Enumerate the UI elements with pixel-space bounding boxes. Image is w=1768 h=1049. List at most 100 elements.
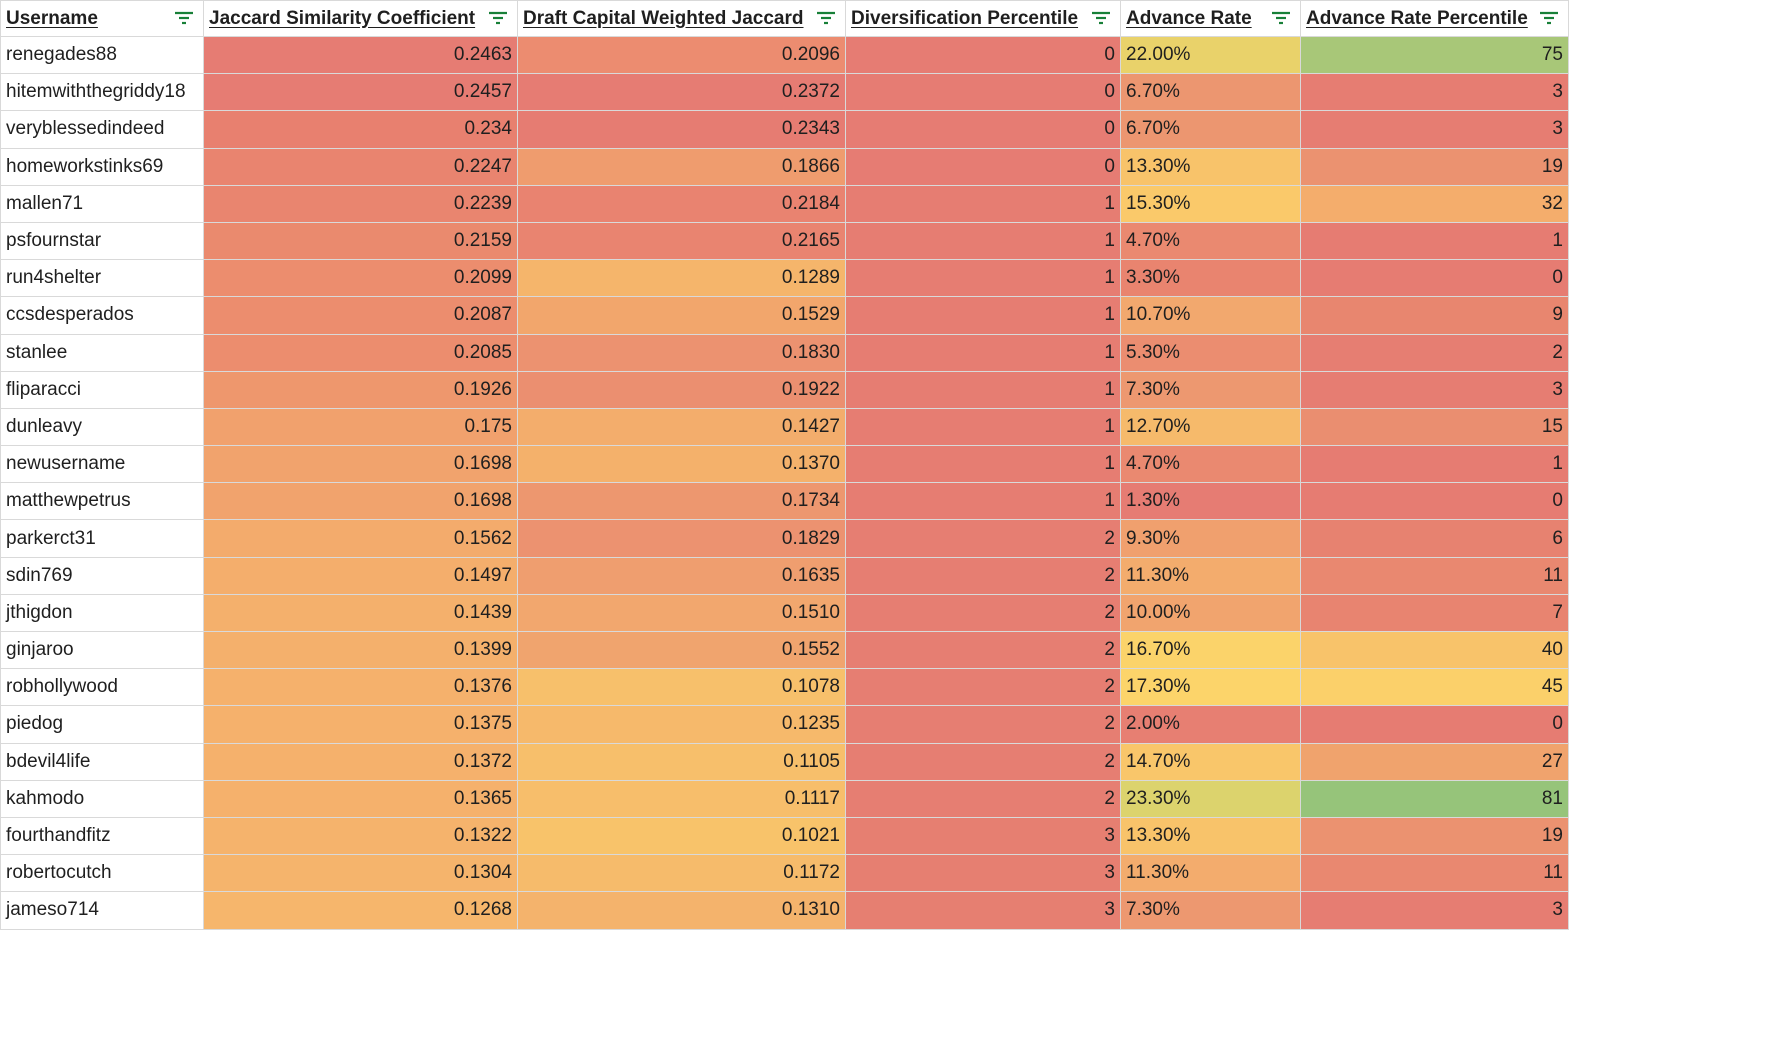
jaccard-cell[interactable]: 0.2159	[203, 221, 518, 261]
advance-rate-percentile-cell[interactable]: 0	[1300, 482, 1569, 521]
filter-icon[interactable]	[1270, 9, 1292, 27]
advance-rate-cell[interactable]: 22.00%	[1120, 35, 1301, 75]
filter-icon[interactable]	[487, 9, 509, 27]
diversification-percentile-cell[interactable]: 1	[845, 445, 1121, 484]
username-cell[interactable]: psfournstar	[0, 221, 204, 261]
username-cell[interactable]: sdin769	[0, 556, 204, 595]
diversification-percentile-cell[interactable]: 0	[845, 110, 1121, 149]
username-cell[interactable]: robertocutch	[0, 854, 204, 893]
username-cell[interactable]: kahmodo	[0, 779, 204, 818]
filter-icon[interactable]	[1090, 9, 1112, 27]
username-cell[interactable]: dunleavy	[0, 407, 204, 447]
diversification-percentile-cell[interactable]: 2	[845, 556, 1121, 595]
advance-rate-cell[interactable]: 23.30%	[1120, 779, 1301, 818]
jaccard-cell[interactable]: 0.2247	[203, 147, 518, 186]
advance-rate-percentile-cell[interactable]: 3	[1300, 110, 1569, 149]
diversification-percentile-cell[interactable]: 2	[845, 593, 1121, 633]
advance-rate-cell[interactable]: 6.70%	[1120, 73, 1301, 112]
username-cell[interactable]: renegades88	[0, 35, 204, 75]
advance-rate-percentile-cell[interactable]: 75	[1300, 35, 1569, 75]
advance-rate-cell[interactable]: 7.30%	[1120, 370, 1301, 409]
advance-rate-percentile-cell[interactable]: 11	[1300, 854, 1569, 893]
weighted-jaccard-cell[interactable]: 0.1021	[517, 816, 846, 856]
username-cell[interactable]: matthewpetrus	[0, 482, 204, 521]
weighted-jaccard-cell[interactable]: 0.1078	[517, 668, 846, 707]
advance-rate-percentile-cell[interactable]: 40	[1300, 630, 1569, 670]
weighted-jaccard-cell[interactable]: 0.2165	[517, 221, 846, 261]
weighted-jaccard-cell[interactable]: 0.1552	[517, 630, 846, 670]
username-cell[interactable]: bdevil4life	[0, 742, 204, 781]
jaccard-cell[interactable]: 0.1926	[203, 370, 518, 409]
diversification-percentile-cell[interactable]: 2	[845, 779, 1121, 818]
username-cell[interactable]: veryblessedindeed	[0, 110, 204, 149]
diversification-percentile-cell[interactable]: 1	[845, 259, 1121, 298]
diversification-percentile-cell[interactable]: 1	[845, 296, 1121, 335]
filter-icon[interactable]	[173, 9, 195, 27]
advance-rate-cell[interactable]: 4.70%	[1120, 221, 1301, 261]
header-draft-capital-weighted-jaccard[interactable]: Draft Capital Weighted Jaccard	[517, 0, 846, 37]
advance-rate-cell[interactable]: 17.30%	[1120, 668, 1301, 707]
advance-rate-cell[interactable]: 11.30%	[1120, 854, 1301, 893]
jaccard-cell[interactable]: 0.1439	[203, 593, 518, 633]
username-cell[interactable]: robhollywood	[0, 668, 204, 707]
jaccard-cell[interactable]: 0.175	[203, 407, 518, 447]
jaccard-cell[interactable]: 0.1497	[203, 556, 518, 595]
jaccard-cell[interactable]: 0.1372	[203, 742, 518, 781]
diversification-percentile-cell[interactable]: 0	[845, 35, 1121, 75]
filter-icon[interactable]	[1538, 9, 1560, 27]
advance-rate-cell[interactable]: 12.70%	[1120, 407, 1301, 447]
advance-rate-percentile-cell[interactable]: 9	[1300, 296, 1569, 335]
weighted-jaccard-cell[interactable]: 0.1734	[517, 482, 846, 521]
weighted-jaccard-cell[interactable]: 0.1922	[517, 370, 846, 409]
jaccard-cell[interactable]: 0.1375	[203, 705, 518, 744]
advance-rate-percentile-cell[interactable]: 2	[1300, 333, 1569, 372]
jaccard-cell[interactable]: 0.2099	[203, 259, 518, 298]
advance-rate-cell[interactable]: 11.30%	[1120, 556, 1301, 595]
username-cell[interactable]: piedog	[0, 705, 204, 744]
advance-rate-cell[interactable]: 7.30%	[1120, 891, 1301, 930]
username-cell[interactable]: homeworkstinks69	[0, 147, 204, 186]
jaccard-cell[interactable]: 0.2457	[203, 73, 518, 112]
diversification-percentile-cell[interactable]: 3	[845, 891, 1121, 930]
jaccard-cell[interactable]: 0.2239	[203, 184, 518, 223]
diversification-percentile-cell[interactable]: 1	[845, 482, 1121, 521]
weighted-jaccard-cell[interactable]: 0.1289	[517, 259, 846, 298]
username-cell[interactable]: mallen71	[0, 184, 204, 223]
weighted-jaccard-cell[interactable]: 0.1829	[517, 519, 846, 558]
username-cell[interactable]: parkerct31	[0, 519, 204, 558]
diversification-percentile-cell[interactable]: 1	[845, 333, 1121, 372]
weighted-jaccard-cell[interactable]: 0.2096	[517, 35, 846, 75]
advance-rate-percentile-cell[interactable]: 3	[1300, 370, 1569, 409]
advance-rate-percentile-cell[interactable]: 3	[1300, 891, 1569, 930]
diversification-percentile-cell[interactable]: 1	[845, 184, 1121, 223]
advance-rate-cell[interactable]: 2.00%	[1120, 705, 1301, 744]
header-username[interactable]: Username	[0, 0, 204, 37]
jaccard-cell[interactable]: 0.2087	[203, 296, 518, 335]
weighted-jaccard-cell[interactable]: 0.1370	[517, 445, 846, 484]
advance-rate-cell[interactable]: 1.30%	[1120, 482, 1301, 521]
username-cell[interactable]: jthigdon	[0, 593, 204, 633]
diversification-percentile-cell[interactable]: 2	[845, 630, 1121, 670]
advance-rate-cell[interactable]: 3.30%	[1120, 259, 1301, 298]
diversification-percentile-cell[interactable]: 3	[845, 816, 1121, 856]
jaccard-cell[interactable]: 0.1562	[203, 519, 518, 558]
weighted-jaccard-cell[interactable]: 0.1117	[517, 779, 846, 818]
diversification-percentile-cell[interactable]: 1	[845, 407, 1121, 447]
advance-rate-percentile-cell[interactable]: 81	[1300, 779, 1569, 818]
advance-rate-percentile-cell[interactable]: 7	[1300, 593, 1569, 633]
advance-rate-cell[interactable]: 10.70%	[1120, 296, 1301, 335]
jaccard-cell[interactable]: 0.234	[203, 110, 518, 149]
advance-rate-percentile-cell[interactable]: 6	[1300, 519, 1569, 558]
username-cell[interactable]: jameso714	[0, 891, 204, 930]
diversification-percentile-cell[interactable]: 2	[845, 519, 1121, 558]
diversification-percentile-cell[interactable]: 2	[845, 742, 1121, 781]
weighted-jaccard-cell[interactable]: 0.1635	[517, 556, 846, 595]
advance-rate-percentile-cell[interactable]: 0	[1300, 259, 1569, 298]
advance-rate-percentile-cell[interactable]: 15	[1300, 407, 1569, 447]
weighted-jaccard-cell[interactable]: 0.1510	[517, 593, 846, 633]
header-advance-rate-percentile[interactable]: Advance Rate Percentile	[1300, 0, 1569, 37]
username-cell[interactable]: ccsdesperados	[0, 296, 204, 335]
weighted-jaccard-cell[interactable]: 0.1866	[517, 147, 846, 186]
weighted-jaccard-cell[interactable]: 0.1235	[517, 705, 846, 744]
advance-rate-percentile-cell[interactable]: 27	[1300, 742, 1569, 781]
